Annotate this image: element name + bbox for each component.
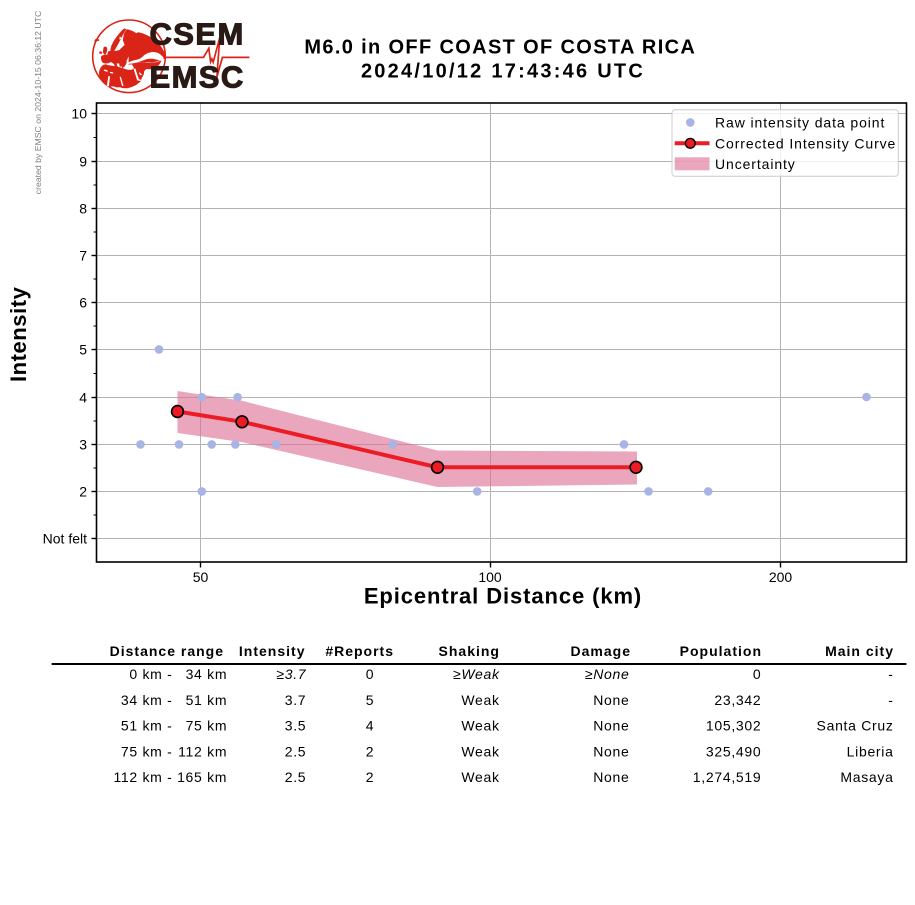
svg-text:M6.0 in OFF COAST OF COSTA RIC: M6.0 in OFF COAST OF COSTA RICA (304, 37, 696, 59)
svg-text:34 km -: 34 km - (121, 692, 173, 708)
svg-text:Weak: Weak (461, 718, 500, 734)
svg-text:#Reports: #Reports (325, 643, 394, 659)
svg-text:2.5: 2.5 (285, 743, 307, 759)
svg-text:51 km: 51 km (186, 692, 228, 708)
svg-text:None: None (593, 769, 629, 785)
svg-text:100: 100 (478, 569, 502, 585)
svg-text:Distance range: Distance range (110, 643, 224, 659)
svg-text:EMSC: EMSC (150, 60, 245, 95)
svg-text:112 km: 112 km (178, 743, 227, 759)
svg-text:34 km: 34 km (186, 666, 228, 682)
svg-text:9: 9 (79, 154, 87, 170)
svg-text:None: None (593, 743, 629, 759)
svg-text:Corrected Intensity Curve: Corrected Intensity Curve (715, 135, 896, 151)
svg-text:2024/10/12 17:43:46 UTC: 2024/10/12 17:43:46 UTC (361, 61, 645, 83)
svg-text:4: 4 (79, 390, 87, 406)
svg-text:3.7: 3.7 (285, 692, 307, 708)
svg-text:Intensity: Intensity (6, 286, 31, 382)
svg-text:23,342: 23,342 (714, 692, 761, 708)
svg-text:2.5: 2.5 (285, 769, 307, 785)
svg-text:Masaya: Masaya (840, 769, 893, 785)
svg-text:created by EMSC on 2024-10-15: created by EMSC on 2024-10-15 06:36:12 U… (33, 11, 43, 195)
svg-text:7: 7 (79, 248, 87, 264)
svg-text:None: None (593, 718, 629, 734)
svg-text:1,274,519: 1,274,519 (693, 769, 762, 785)
svg-text:0: 0 (366, 666, 375, 682)
svg-text:325,490: 325,490 (706, 743, 762, 759)
svg-text:10: 10 (71, 106, 87, 122)
svg-text:Main city: Main city (825, 643, 894, 659)
svg-text:50: 50 (193, 569, 209, 585)
svg-text:None: None (593, 692, 629, 708)
svg-text:Intensity: Intensity (239, 643, 306, 659)
svg-text:51 km -: 51 km - (121, 718, 173, 734)
svg-text:5: 5 (366, 692, 375, 708)
svg-text:5: 5 (79, 342, 87, 358)
svg-text:≥Weak: ≥Weak (453, 666, 500, 682)
svg-text:112 km -: 112 km - (113, 769, 172, 785)
svg-text:Uncertainty: Uncertainty (715, 156, 796, 172)
svg-text:-: - (888, 666, 893, 682)
svg-text:Raw intensity data point: Raw intensity data point (715, 114, 885, 130)
svg-text:6: 6 (79, 295, 87, 311)
svg-text:0 km -: 0 km - (129, 666, 172, 682)
svg-text:3: 3 (79, 437, 87, 453)
svg-text:≥None: ≥None (585, 666, 630, 682)
svg-text:-: - (888, 692, 893, 708)
svg-text:Weak: Weak (461, 692, 500, 708)
svg-text:Epicentral Distance (km): Epicentral Distance (km) (364, 583, 642, 608)
svg-text:Population: Population (680, 643, 762, 659)
svg-text:Liberia: Liberia (847, 743, 894, 759)
svg-text:Santa Cruz: Santa Cruz (817, 718, 894, 734)
svg-text:105,302: 105,302 (706, 718, 762, 734)
svg-text:Weak: Weak (461, 769, 500, 785)
svg-text:200: 200 (769, 569, 793, 585)
svg-text:2: 2 (366, 743, 375, 759)
svg-text:Not felt: Not felt (43, 531, 87, 547)
svg-text:≥3.7: ≥3.7 (276, 666, 306, 682)
svg-text:0: 0 (753, 666, 762, 682)
svg-text:8: 8 (79, 201, 87, 217)
svg-text:165 km: 165 km (177, 769, 227, 785)
svg-text:75 km -: 75 km - (121, 743, 173, 759)
svg-text:4: 4 (366, 718, 375, 734)
svg-text:2: 2 (79, 484, 87, 500)
svg-text:75 km: 75 km (186, 718, 228, 734)
svg-text:Weak: Weak (461, 743, 500, 759)
svg-text:CSEM: CSEM (150, 17, 245, 52)
svg-text:2: 2 (366, 769, 375, 785)
svg-text:Shaking: Shaking (439, 643, 500, 659)
svg-text:Damage: Damage (571, 643, 631, 659)
svg-text:3.5: 3.5 (285, 718, 307, 734)
